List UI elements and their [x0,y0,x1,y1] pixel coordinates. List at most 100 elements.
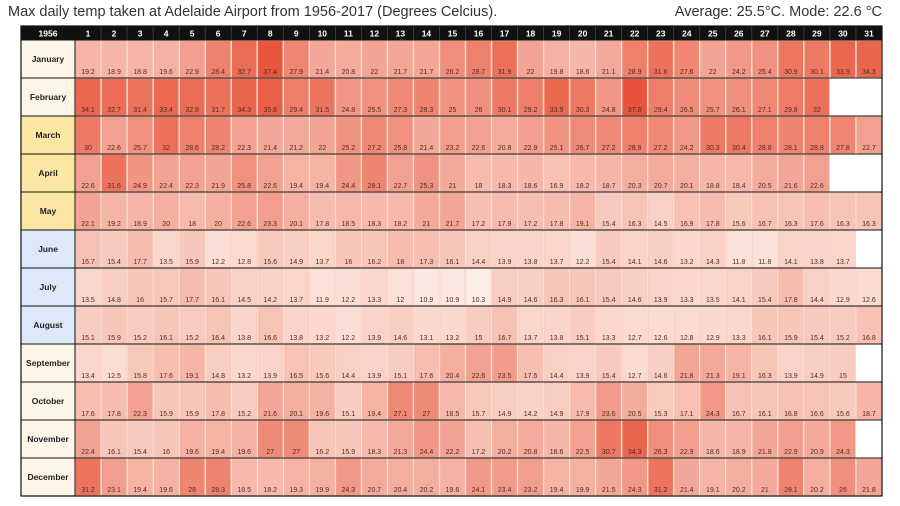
temp-value: 24.3 [836,449,850,456]
temp-value: 28.9 [628,145,642,152]
temp-value: 21.4 [315,69,329,76]
temp-cell [804,268,830,306]
temp-value: 21.1 [602,69,616,76]
temp-value: 17.8 [211,411,225,418]
temp-value: 12.8 [680,335,694,342]
temp-value: 13.2 [237,373,251,380]
temp-value: 17.8 [706,221,720,228]
temp-cell [335,154,362,192]
temp-value: 27.9 [289,69,303,76]
temp-value: 34.1 [81,107,95,114]
temp-value: 20.3 [628,183,642,190]
temp-value: 17.8 [315,221,329,228]
day-header-7: 7 [242,29,247,39]
temp-value: 19.3 [289,487,303,494]
day-header-28: 28 [786,29,796,39]
temp-value: 20.1 [680,183,694,190]
temp-cell [569,116,596,154]
temp-value: 22.4 [159,183,173,190]
temp-value: 18.6 [550,449,564,456]
month-label-october: October [32,396,65,406]
temp-cell [205,344,231,382]
temp-value: 10.9 [420,297,434,304]
temp-value: 20.4 [446,373,460,380]
temp-value: 16.9 [550,183,564,190]
temp-value: 15.1 [81,335,95,342]
temp-value: 16.1 [446,259,460,266]
temp-value: 27.2 [368,145,382,152]
temp-value: 21.8 [862,487,876,494]
temp-value: 21.8 [680,373,694,380]
temp-cell [621,306,648,344]
temp-value: 16.7 [498,335,512,342]
temp-cell [778,268,804,306]
temp-cell [309,154,336,192]
temp-value: 28.3 [420,107,434,114]
temp-value: 17.3 [420,259,434,266]
temp-value: 34.3 [237,107,251,114]
temp-cell [595,40,622,78]
temp-cell [856,116,882,154]
empty-cell [855,230,882,268]
temp-value: 18.4 [732,183,746,190]
temp-cell [413,268,440,306]
temp-cell [257,192,284,230]
temp-value: 27 [292,449,300,456]
temp-cell [673,306,700,344]
temp-value: 16 [162,449,170,456]
temp-value: 12.9 [706,335,720,342]
temp-value: 16.7 [81,259,95,266]
temp-cell [491,306,518,344]
temp-value: 22.9 [784,449,798,456]
temp-value: 29.8 [784,107,798,114]
temp-value: 25.7 [706,107,720,114]
temp-value: 21.8 [758,449,772,456]
temp-value: 22.6 [81,183,95,190]
temp-value: 20.2 [732,487,746,494]
temp-value: 16.4 [211,335,225,342]
temp-value: 29.4 [289,107,303,114]
temp-cell [726,40,752,78]
temp-cell [543,154,570,192]
temp-value: 16.3 [628,221,642,228]
temp-value: 17.6 [159,373,173,380]
empty-cell [855,154,882,192]
temp-value: 13.7 [524,335,538,342]
day-header-27: 27 [760,29,770,39]
temp-value: 32.7 [237,69,251,76]
temp-value: 27 [423,411,431,418]
temp-value: 15 [475,335,483,342]
month-label-july: July [39,282,56,292]
month-label-cell [21,116,75,154]
temp-cell [283,230,310,268]
temp-cell [465,306,492,344]
temp-value: 17.2 [472,221,486,228]
temp-value: 16 [136,297,144,304]
temp-value: 12.6 [862,297,876,304]
temp-value: 19.4 [133,487,147,494]
temp-cell [283,192,310,230]
temp-cell [413,78,440,116]
temp-cell [778,458,804,496]
temp-value: 16.2 [315,449,329,456]
temp-value: 14.1 [784,259,798,266]
temp-value: 23.2 [524,487,538,494]
temp-cell [595,458,622,496]
temp-cell [543,344,570,382]
temp-value: 20.5 [628,411,642,418]
temp-value: 17.5 [524,373,538,380]
temp-cell [153,458,179,496]
temp-value: 17.7 [185,297,199,304]
temp-value: 13.2 [446,335,460,342]
temp-value: 15.6 [732,221,746,228]
temp-value: 18 [188,221,196,228]
temp-cell [517,306,544,344]
temp-cell [621,40,648,78]
month-label-may: May [40,206,57,216]
temp-cell [179,382,205,420]
temp-value: 24.1 [472,487,486,494]
temp-value: 20.9 [810,449,824,456]
temp-cell [569,458,596,496]
temp-value: 14.9 [550,411,564,418]
